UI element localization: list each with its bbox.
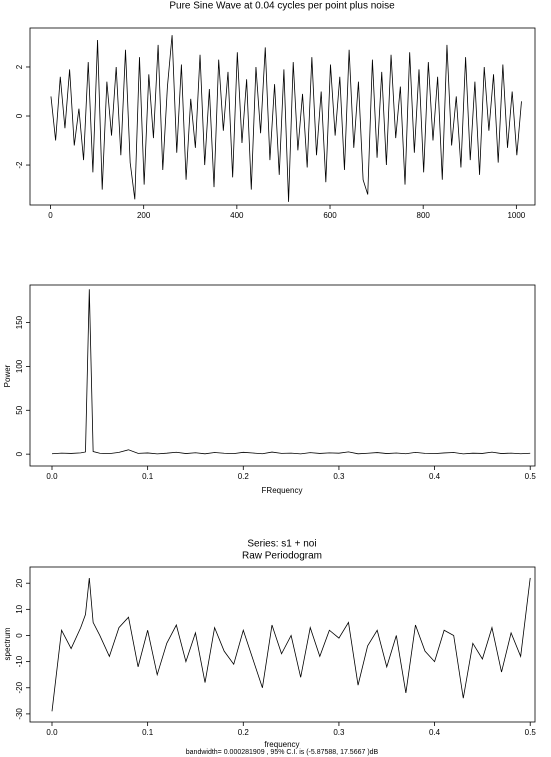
y-tick-label: -2 [15, 161, 24, 169]
x-axis-label: frequency [264, 740, 299, 749]
x-tick-label: 0.2 [238, 472, 250, 481]
x-tick-label: 0.5 [525, 728, 537, 737]
plot-frame [29, 284, 536, 467]
y-tick-label: -10 [15, 655, 24, 667]
y-axis-label: Power [3, 364, 12, 387]
y-tick-label: 10 [15, 604, 24, 613]
x-tick-label: 1000 [507, 211, 525, 220]
x-tick-label: 0.1 [142, 728, 154, 737]
x-tick-label: 200 [137, 211, 151, 220]
x-tick-label: 0.0 [46, 472, 58, 481]
chart-title: Pure Sine Wave at 0.04 cycles per point … [169, 1, 395, 12]
x-tick-label: 0.2 [238, 728, 250, 737]
plot-frame [29, 566, 536, 723]
y-tick-label: -30 [15, 708, 24, 720]
y-tick-label: 150 [15, 315, 24, 329]
y-tick-label: 50 [15, 405, 24, 414]
plot-frame [29, 27, 536, 206]
x-tick-label: 0.0 [46, 728, 58, 737]
data-line [51, 577, 531, 712]
data-line [50, 35, 522, 202]
y-tick-label: 100 [15, 359, 24, 373]
y-tick-label: 0 [15, 113, 24, 118]
x-tick-label: 0.3 [333, 472, 345, 481]
chart-subtitle: Raw Periodogram [242, 551, 322, 562]
x-tick-label: 0.1 [142, 472, 154, 481]
x-axis-label: FRequency [262, 486, 303, 495]
x-tick-label: 0.4 [429, 728, 441, 737]
note: bandwidth= 0.000281909 , 95% C.I. is (-5… [186, 749, 379, 756]
x-tick-label: 0.4 [429, 472, 441, 481]
data-line [51, 289, 531, 455]
x-tick-label: 400 [230, 211, 244, 220]
chart-title: Series: s1 + noi [247, 539, 316, 550]
y-tick-label: 2 [15, 64, 24, 69]
x-tick-label: 0 [48, 211, 53, 220]
x-tick-label: 600 [323, 211, 337, 220]
x-tick-label: 800 [417, 211, 431, 220]
x-tick-label: 0.5 [525, 472, 537, 481]
y-tick-label: 0 [15, 633, 24, 638]
y-tick-label: 20 [15, 578, 24, 587]
y-tick-label: 0 [15, 451, 24, 456]
y-tick-label: -20 [15, 681, 24, 693]
x-tick-label: 0.3 [333, 728, 345, 737]
y-axis-label: spectrum [3, 627, 12, 660]
